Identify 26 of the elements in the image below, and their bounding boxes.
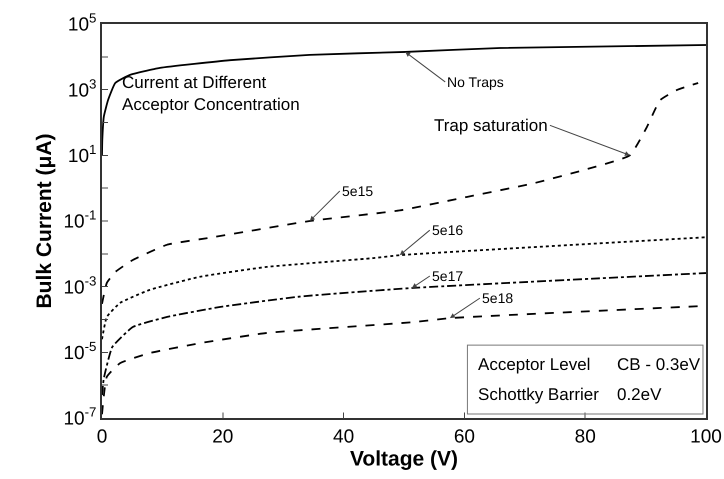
x-tick-label: 80 xyxy=(574,426,596,448)
annotation: Schottky Barrier xyxy=(478,385,600,404)
y-tick-label: 10$^{-7}$ xyxy=(63,404,96,430)
y-tick-label: 10$^{1}$ xyxy=(68,142,96,167)
x-tick-label: 40 xyxy=(333,426,354,448)
series-label: 5e15 xyxy=(342,183,374,199)
y-tick-label: 10$^{-3}$ xyxy=(63,273,96,298)
series-label: 5e16 xyxy=(432,222,464,238)
series-label: 5e17 xyxy=(432,268,464,284)
x-tick-label: 60 xyxy=(454,426,475,448)
y-axis-title: Bulk Current (μA) xyxy=(33,133,56,309)
annotation: CB - 0.3eV xyxy=(617,355,701,374)
annotation: Acceptor Level xyxy=(478,355,590,374)
annotation: 0.2eV xyxy=(617,385,662,404)
x-axis-title: Voltage (V) xyxy=(350,448,458,471)
y-tick-label: 10$^{-5}$ xyxy=(63,339,96,364)
y-tick-label: 10$^{5}$ xyxy=(68,10,96,36)
annotation: Trap saturation xyxy=(434,116,548,135)
y-tick-label: 10$^{3}$ xyxy=(68,76,96,102)
x-tick-label: 20 xyxy=(212,426,234,448)
series-label: 5e18 xyxy=(482,290,514,306)
series-label: No Traps xyxy=(447,74,504,90)
annotation: Current at Different Acceptor Concentration xyxy=(122,73,300,114)
y-tick-label: 10$^{-1}$ xyxy=(63,208,96,233)
x-tick-label: 100 xyxy=(690,426,722,448)
x-tick-label: 0 xyxy=(96,426,108,448)
